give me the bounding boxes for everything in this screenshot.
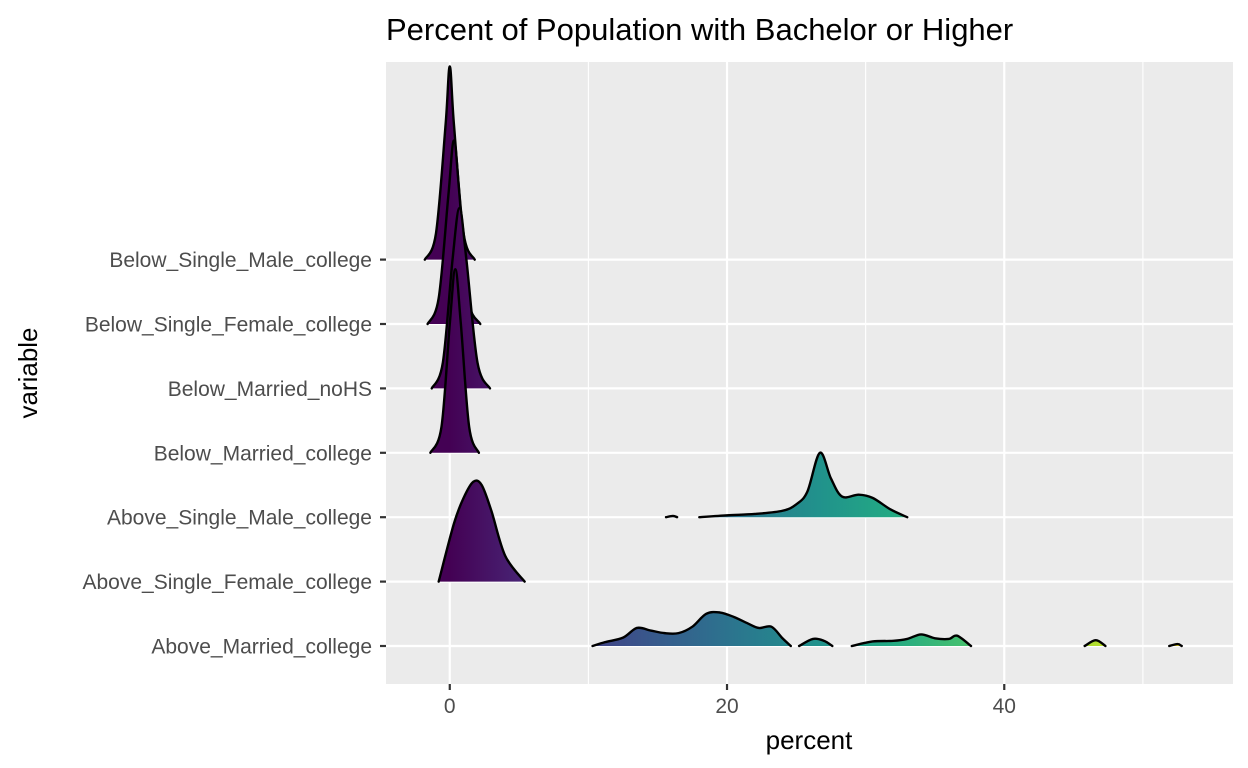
ridge-outline — [664, 514, 679, 519]
y-axis: Above_Married_college Above_Single_Female… — [82, 249, 386, 659]
ridge-outline — [429, 268, 481, 454]
ridge-fill — [851, 634, 971, 646]
x-tick-label: 20 — [715, 695, 738, 718]
x-tick-label: 40 — [993, 695, 1016, 718]
chart-title: Percent of Population with Bachelor or H… — [386, 12, 1013, 47]
ridges — [423, 65, 1183, 648]
ridge-fill — [424, 66, 475, 260]
ridge-outline — [591, 610, 792, 648]
y-axis-title: variable — [13, 327, 43, 418]
ridge-outline — [698, 451, 909, 519]
y-tick-label: Below_Married_college — [154, 442, 372, 465]
ridge-fill — [799, 638, 833, 646]
x-tick-label: 0 — [444, 695, 456, 718]
x-axis-title: percent — [766, 725, 853, 755]
ridge-outline — [797, 637, 834, 648]
y-tick-label: Below_Married_noHS — [168, 378, 372, 401]
minor-gridlines — [587, 62, 1144, 684]
x-axis: 0 20 40 — [444, 684, 1016, 718]
y-tick-label: Above_Single_Female_college — [82, 571, 372, 594]
ridge-outline — [437, 479, 526, 583]
y-tick-label: Below_Single_Male_college — [109, 249, 372, 272]
y-tick-label: Below_Single_Female_college — [85, 314, 372, 337]
ridge-fill — [427, 140, 481, 324]
ridge-fill — [1084, 640, 1106, 646]
y-tick-label: Above_Single_Male_college — [107, 507, 372, 530]
ridge-outline — [850, 633, 973, 648]
plot-panel — [386, 62, 1233, 684]
ridge-outline — [1083, 639, 1107, 648]
ridge-outline — [430, 206, 492, 390]
y-tick-label: Above_Married_college — [151, 636, 372, 659]
ridge-outline — [1168, 642, 1183, 648]
ridge-fill — [699, 452, 908, 518]
